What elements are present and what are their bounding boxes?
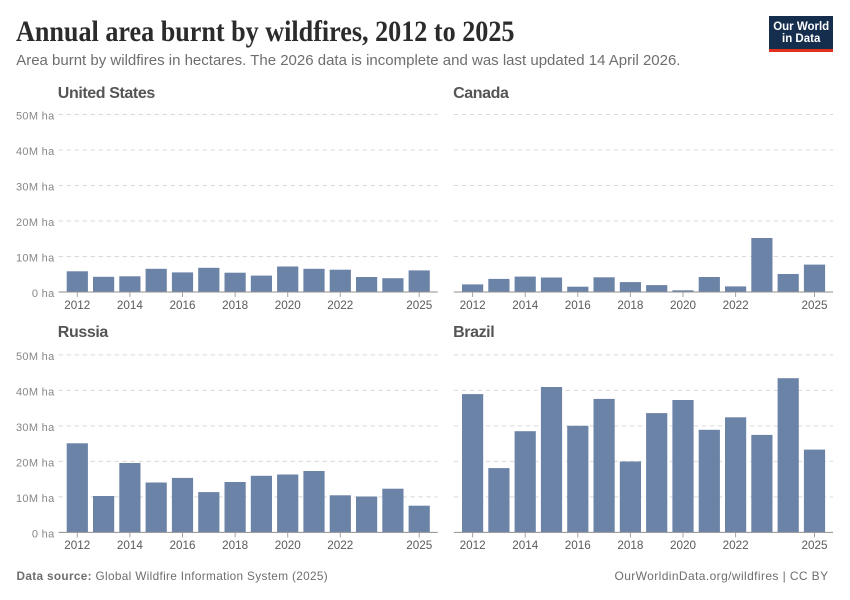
svg-text:2016: 2016	[565, 539, 591, 552]
svg-text:0 ha: 0 ha	[32, 288, 55, 300]
svg-text:10M ha: 10M ha	[16, 493, 55, 505]
svg-text:2022: 2022	[327, 539, 353, 552]
svg-text:50M ha: 50M ha	[16, 110, 55, 122]
svg-text:2020: 2020	[670, 299, 697, 312]
svg-text:Brazil: Brazil	[453, 324, 494, 341]
svg-text:2020: 2020	[670, 539, 697, 552]
svg-text:30M ha: 30M ha	[16, 422, 55, 434]
svg-text:Canada: Canada	[453, 85, 509, 102]
svg-text:2012: 2012	[64, 539, 90, 552]
svg-text:2025: 2025	[406, 539, 433, 552]
svg-text:2018: 2018	[222, 539, 248, 552]
svg-text:2025: 2025	[801, 539, 828, 552]
svg-text:United States: United States	[58, 85, 156, 102]
svg-text:10M ha: 10M ha	[16, 252, 55, 264]
svg-text:2022: 2022	[723, 299, 749, 312]
svg-text:2018: 2018	[617, 299, 643, 312]
svg-text:2016: 2016	[169, 539, 195, 552]
svg-text:2012: 2012	[460, 539, 486, 552]
svg-text:2022: 2022	[723, 539, 749, 552]
svg-text:2012: 2012	[460, 299, 486, 312]
svg-text:2014: 2014	[117, 539, 144, 552]
svg-text:2016: 2016	[169, 299, 195, 312]
svg-text:Russia: Russia	[58, 324, 109, 341]
svg-text:2016: 2016	[565, 299, 591, 312]
svg-text:2020: 2020	[275, 299, 302, 312]
svg-text:2025: 2025	[801, 299, 828, 312]
svg-text:2018: 2018	[617, 539, 643, 552]
svg-text:20M ha: 20M ha	[16, 457, 55, 469]
svg-text:2022: 2022	[327, 299, 353, 312]
svg-text:0 ha: 0 ha	[32, 528, 55, 540]
svg-text:50M ha: 50M ha	[16, 351, 55, 363]
svg-text:40M ha: 40M ha	[16, 146, 55, 158]
svg-text:2018: 2018	[222, 299, 248, 312]
svg-text:2025: 2025	[406, 299, 433, 312]
svg-text:2014: 2014	[117, 299, 144, 312]
svg-text:2014: 2014	[512, 299, 539, 312]
svg-text:2012: 2012	[64, 299, 90, 312]
svg-text:2014: 2014	[512, 539, 539, 552]
svg-text:30M ha: 30M ha	[16, 181, 55, 193]
svg-text:2020: 2020	[275, 539, 302, 552]
svg-text:40M ha: 40M ha	[16, 386, 55, 398]
svg-text:20M ha: 20M ha	[16, 217, 55, 229]
